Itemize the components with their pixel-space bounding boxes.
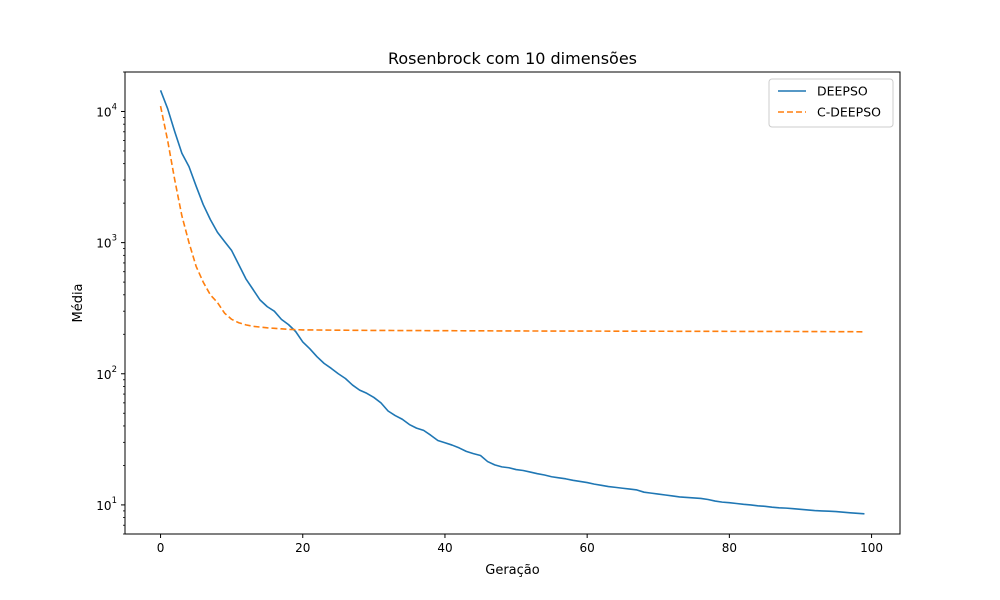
legend: DEEPSO C-DEEPSO — [768, 78, 894, 128]
plot-frame — [124, 71, 901, 535]
legend-label-deepso: DEEPSO — [817, 84, 868, 99]
x-tick-label: 100 — [860, 541, 883, 555]
x-tick-label: 0 — [157, 541, 165, 555]
series-line-deepso — [159, 90, 865, 515]
y-tick-label: 104 — [96, 102, 117, 119]
x-tick-label: 80 — [722, 541, 737, 555]
y-tick-label: 102 — [96, 365, 117, 382]
series-layer — [159, 90, 865, 515]
y-axis-label: Média — [71, 283, 86, 322]
y-tick-label: 103 — [96, 234, 117, 251]
x-axis-label: Geração — [485, 563, 539, 578]
x-axis: 0 20 40 60 80 100 — [157, 534, 883, 555]
legend-label-c-deepso: C-DEEPSO — [817, 105, 881, 120]
plot-area — [124, 71, 901, 535]
x-tick-label: 40 — [437, 541, 452, 555]
y-axis: 101 102 103 104 — [96, 71, 125, 535]
y-tick-label: 101 — [96, 496, 117, 513]
series-line-c-deepso — [159, 105, 865, 333]
chart-title: Rosenbrock com 10 dimensões — [388, 49, 637, 68]
x-tick-label: 60 — [580, 541, 595, 555]
x-tick-label: 20 — [295, 541, 310, 555]
